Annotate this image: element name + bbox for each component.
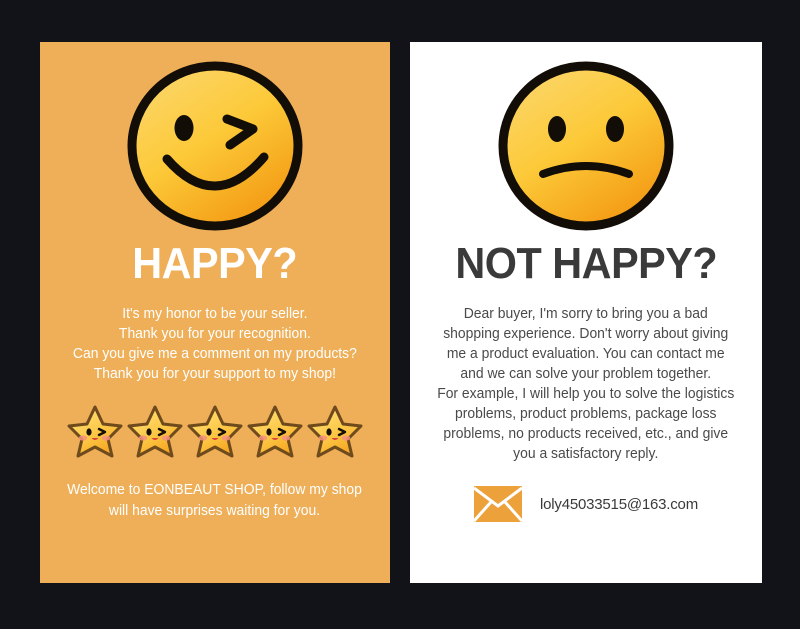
not-happy-body-line: you a satisfactory reply. [513, 446, 659, 462]
happy-panel: HAPPY? It's my honor to be your seller. … [40, 42, 390, 583]
page-title: HAPPY? [132, 239, 298, 288]
happy-body-line: Thank you for your support to my shop! [93, 366, 337, 382]
not-happy-body-line: me a product evaluation. You can contact… [447, 346, 725, 362]
not-happy-body-line: and we can solve your problem together. [460, 366, 712, 382]
not-happy-body-text: Dear buyer, I'm sorry to bring you a bad… [424, 304, 748, 464]
not-happy-body-line: problems, product problems, package loss [455, 406, 717, 422]
welcome-line: will have surprises waiting for you. [109, 503, 321, 520]
not-happy-body-line: shopping experience. Don't worry about g… [443, 326, 729, 342]
happy-body-line: Thank you for your recognition. [119, 326, 311, 342]
sad-neutral-face-icon [491, 56, 681, 236]
not-happy-body-line: For example, I will help you to solve th… [437, 386, 735, 402]
welcome-text: Welcome to EONBEAUT SHOP, follow my shop… [56, 480, 374, 522]
star-face-icon[interactable] [306, 402, 364, 460]
star-rating[interactable] [66, 402, 364, 460]
not-happy-body-line: Dear buyer, I'm sorry to bring you a bad [463, 306, 709, 322]
welcome-line: Welcome to EONBEAUT SHOP, follow my shop [67, 482, 363, 498]
star-face-icon[interactable] [126, 402, 184, 460]
happy-body-text: It's my honor to be your seller. Thank y… [63, 304, 366, 384]
star-face-icon[interactable] [246, 402, 304, 460]
happy-body-line: Can you give me a comment on my products… [73, 346, 357, 362]
contact-email-address[interactable]: loly45033515@163.com [539, 495, 698, 513]
star-face-icon[interactable] [186, 402, 244, 460]
not-happy-panel: NOT HAPPY? Dear buyer, I'm sorry to brin… [410, 42, 762, 583]
winking-smiley-face-icon [120, 56, 310, 236]
page-title: NOT HAPPY? [455, 239, 717, 288]
star-face-icon[interactable] [66, 402, 124, 460]
happy-body-line: It's my honor to be your seller. [122, 306, 308, 322]
contact-email-row[interactable]: loly45033515@163.com [473, 486, 698, 522]
not-happy-body-line: problems, no products received, etc., an… [443, 426, 729, 442]
envelope-icon [473, 486, 522, 522]
